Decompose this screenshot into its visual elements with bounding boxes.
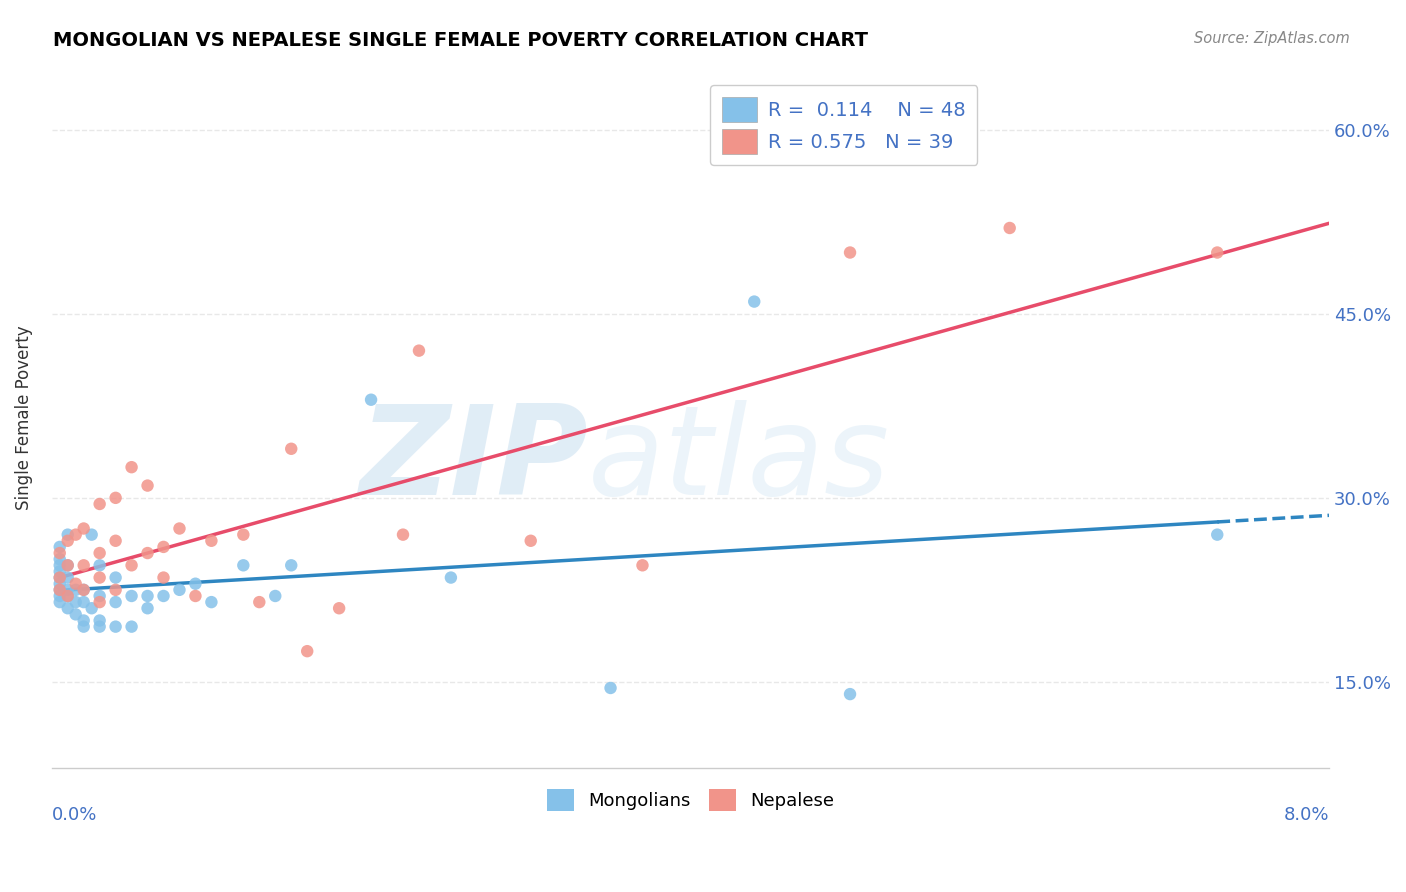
Point	[839, 245, 862, 260]
Point	[136, 546, 159, 560]
Text: 8.0%: 8.0%	[1284, 806, 1329, 824]
Point	[152, 589, 174, 603]
Point	[839, 687, 862, 701]
Point	[152, 540, 174, 554]
Point	[104, 582, 127, 597]
Point	[89, 589, 111, 603]
Text: Source: ZipAtlas.com: Source: ZipAtlas.com	[1194, 31, 1350, 46]
Point	[56, 558, 79, 573]
Point	[48, 552, 70, 566]
Point	[184, 589, 207, 603]
Point	[65, 607, 87, 622]
Point	[48, 571, 70, 585]
Point	[65, 595, 87, 609]
Point	[56, 589, 79, 603]
Point	[89, 546, 111, 560]
Point	[104, 571, 127, 585]
Point	[232, 558, 254, 573]
Point	[48, 595, 70, 609]
Point	[73, 558, 96, 573]
Point	[56, 601, 79, 615]
Y-axis label: Single Female Poverty: Single Female Poverty	[15, 326, 32, 510]
Point	[89, 620, 111, 634]
Point	[56, 582, 79, 597]
Point	[80, 527, 103, 541]
Point	[998, 221, 1021, 235]
Point	[280, 558, 302, 573]
Point	[104, 533, 127, 548]
Point	[48, 582, 70, 597]
Point	[599, 681, 621, 695]
Point	[73, 521, 96, 535]
Point	[631, 558, 654, 573]
Point	[328, 601, 350, 615]
Point	[48, 582, 70, 597]
Point	[184, 576, 207, 591]
Point	[73, 582, 96, 597]
Point	[136, 478, 159, 492]
Point	[48, 576, 70, 591]
Point	[280, 442, 302, 456]
Point	[360, 392, 382, 407]
Point	[56, 589, 79, 603]
Point	[169, 521, 191, 535]
Point	[56, 533, 79, 548]
Point	[73, 614, 96, 628]
Point	[73, 595, 96, 609]
Point	[65, 582, 87, 597]
Point	[104, 491, 127, 505]
Point	[65, 576, 87, 591]
Point	[152, 571, 174, 585]
Point	[65, 527, 87, 541]
Point	[519, 533, 541, 548]
Point	[200, 533, 222, 548]
Point	[169, 582, 191, 597]
Point	[121, 589, 143, 603]
Text: atlas: atlas	[588, 400, 890, 521]
Point	[73, 620, 96, 634]
Point	[1206, 245, 1229, 260]
Point	[136, 601, 159, 615]
Point	[48, 565, 70, 579]
Point	[89, 595, 111, 609]
Point	[104, 620, 127, 634]
Point	[48, 546, 70, 560]
Point	[121, 460, 143, 475]
Text: MONGOLIAN VS NEPALESE SINGLE FEMALE POVERTY CORRELATION CHART: MONGOLIAN VS NEPALESE SINGLE FEMALE POVE…	[53, 31, 869, 50]
Point	[89, 497, 111, 511]
Point	[104, 595, 127, 609]
Point	[392, 527, 415, 541]
Point	[264, 589, 287, 603]
Text: ZIP: ZIP	[360, 400, 588, 521]
Point	[56, 558, 79, 573]
Point	[56, 527, 79, 541]
Point	[408, 343, 430, 358]
Point	[89, 558, 111, 573]
Point	[232, 527, 254, 541]
Point	[136, 589, 159, 603]
Point	[48, 589, 70, 603]
Point	[89, 571, 111, 585]
Point	[1206, 527, 1229, 541]
Point	[742, 294, 765, 309]
Point	[48, 540, 70, 554]
Point	[121, 558, 143, 573]
Point	[80, 601, 103, 615]
Point	[121, 620, 143, 634]
Text: 0.0%: 0.0%	[52, 806, 97, 824]
Point	[73, 582, 96, 597]
Point	[247, 595, 270, 609]
Point	[440, 571, 463, 585]
Point	[200, 595, 222, 609]
Point	[89, 614, 111, 628]
Point	[48, 571, 70, 585]
Point	[48, 558, 70, 573]
Legend: Mongolians, Nepalese: Mongolians, Nepalese	[540, 781, 841, 818]
Point	[56, 571, 79, 585]
Point	[295, 644, 318, 658]
